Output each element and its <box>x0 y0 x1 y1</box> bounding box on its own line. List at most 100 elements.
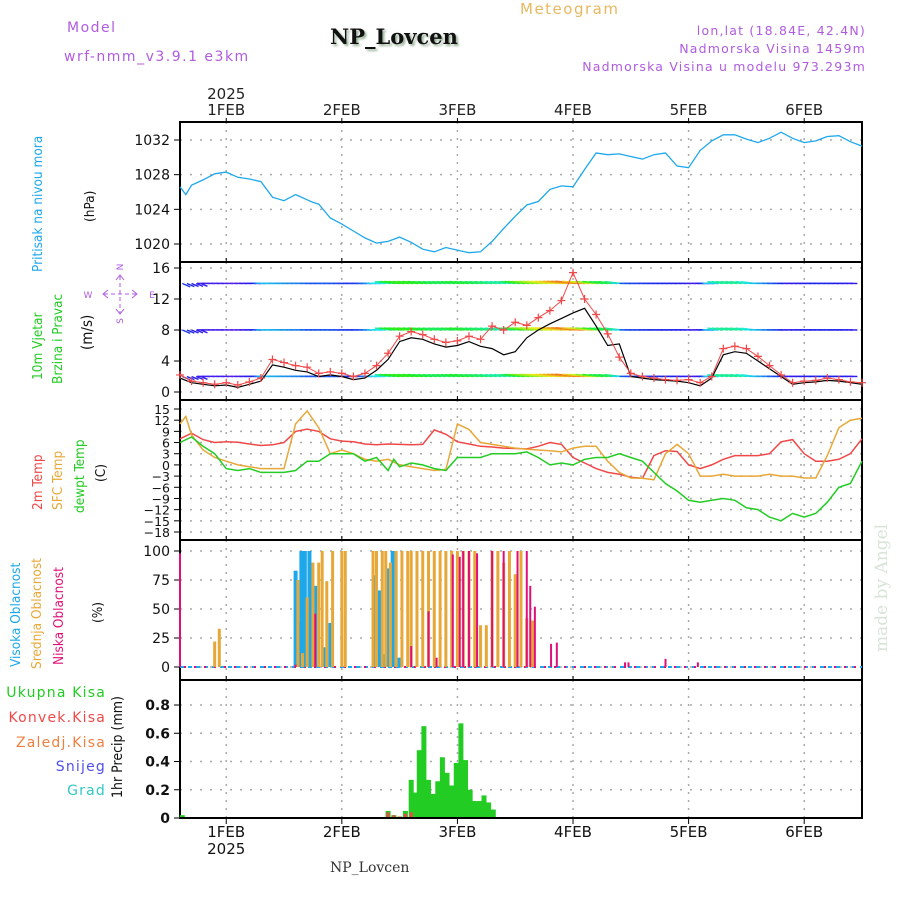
x-label-bottom: 6FEB <box>785 823 823 841</box>
panel-4 <box>174 676 863 819</box>
gust-marker <box>395 332 404 341</box>
gust-marker <box>742 344 751 353</box>
gust-marker <box>557 296 566 305</box>
low-cloud-bar <box>491 551 494 667</box>
y-tick-label: 0 <box>160 811 170 827</box>
product-title: Meteogram <box>520 0 620 18</box>
legend-rain-total: Ukupna Kisa <box>6 685 106 701</box>
footer-station: NP_Lovcen <box>330 860 410 876</box>
mid-cloud-bar <box>301 653 305 667</box>
mid-cloud-bar <box>421 551 425 667</box>
low-cloud-bar <box>427 611 430 667</box>
y-tick-label: 50 <box>152 602 170 618</box>
rain-convective-bar <box>392 815 396 818</box>
gust-marker <box>453 336 462 345</box>
x-label-bottom: 5FEB <box>670 823 708 841</box>
wind-barb <box>182 329 191 334</box>
gust-marker <box>719 344 728 353</box>
gust-marker <box>649 374 658 383</box>
gust-marker <box>753 352 762 361</box>
mid-cloud-bar <box>415 551 419 667</box>
compass-e: E <box>149 291 155 301</box>
mid-cloud-bar <box>388 562 392 667</box>
compass-n: N <box>116 264 126 271</box>
y-tick-label: 16 <box>152 261 170 277</box>
gust-marker <box>684 375 693 384</box>
rain-convective-bar <box>386 812 390 818</box>
low-cloud-bar <box>467 551 470 667</box>
gust-marker <box>210 380 219 389</box>
mid-cloud-bar <box>296 580 300 667</box>
gust-marker <box>268 355 277 364</box>
y-tick-label: 0.8 <box>145 698 170 714</box>
gust-marker <box>846 377 855 386</box>
gust-marker <box>811 376 820 385</box>
gust-marker <box>788 378 797 387</box>
mid-cloud-bar <box>507 551 511 667</box>
gust-marker <box>245 377 254 386</box>
y-tick-label: 3 <box>162 447 170 462</box>
mid-cloud-bar <box>375 551 379 667</box>
high-cloud-bar <box>397 657 402 667</box>
gust-marker <box>303 363 312 372</box>
temp-sfc-line <box>179 409 863 481</box>
wind-barb-row <box>182 280 858 288</box>
mid-cloud-bar <box>343 551 347 667</box>
panel-2 <box>174 396 863 541</box>
rain-total-bar <box>463 760 469 818</box>
gust-marker <box>314 369 323 378</box>
x-label-top: 1FEB <box>207 101 245 119</box>
rain-total-bar <box>444 772 450 818</box>
low-cloud-bar <box>462 551 465 667</box>
mid-cloud-bar <box>340 551 344 667</box>
wind-barb <box>191 329 199 334</box>
wind-barb-row <box>182 373 858 381</box>
y-tick-label: 4 <box>161 354 170 370</box>
y-tick-label: 12 <box>154 413 170 428</box>
rain-total-bar <box>472 801 478 818</box>
mid-cloud-bar <box>217 628 221 667</box>
y-tick-label: 15 <box>154 402 170 417</box>
mid-cloud-bar <box>213 641 217 667</box>
gust-marker <box>187 377 196 386</box>
mid-cloud-bar <box>409 551 413 667</box>
mid-cloud-bar <box>432 551 436 667</box>
gust-marker <box>441 338 450 347</box>
gust-marker <box>800 377 809 386</box>
mid-cloud-bar <box>450 551 454 667</box>
x-label-top: 4FEB <box>554 101 592 119</box>
rain-convective-bar <box>403 813 407 818</box>
rain-total-bar <box>453 762 459 818</box>
rain-total-bar <box>458 723 464 818</box>
mid-cloud-bar <box>406 551 410 667</box>
gust-marker <box>326 367 335 376</box>
rain-total-bar <box>416 750 422 818</box>
wind-barb-row <box>182 326 858 334</box>
gust-marker <box>280 358 289 367</box>
gust-marker <box>603 329 612 338</box>
low-cloud-bar <box>533 606 536 667</box>
model-label: Model <box>67 20 117 36</box>
low-cloud-bar <box>435 657 438 667</box>
mid-cloud-bar <box>427 551 431 667</box>
gust-marker <box>360 369 369 378</box>
gust-marker <box>673 376 682 385</box>
gust-marker <box>384 349 393 358</box>
gust-marker <box>256 374 265 383</box>
gust-marker <box>592 310 601 319</box>
rain-total-bar <box>408 779 414 818</box>
gust-marker <box>176 370 184 379</box>
x-year-top: 2025 <box>207 85 245 103</box>
low-cloud-bar <box>179 553 181 667</box>
rain-total-bar <box>481 795 487 818</box>
y-tick-label: 0.2 <box>145 783 170 799</box>
x-label-bottom: 1FEB <box>207 823 245 841</box>
x-label-top: 5FEB <box>670 101 708 119</box>
rain-total-bar <box>490 809 496 818</box>
y-tick-label: 12 <box>152 292 170 308</box>
y-tick-label: 1032 <box>134 133 170 149</box>
high-cloud-bar <box>328 622 333 667</box>
high-cloud-bar <box>377 590 382 667</box>
y-tick-label: 1028 <box>134 168 170 184</box>
gust-marker <box>638 372 647 381</box>
